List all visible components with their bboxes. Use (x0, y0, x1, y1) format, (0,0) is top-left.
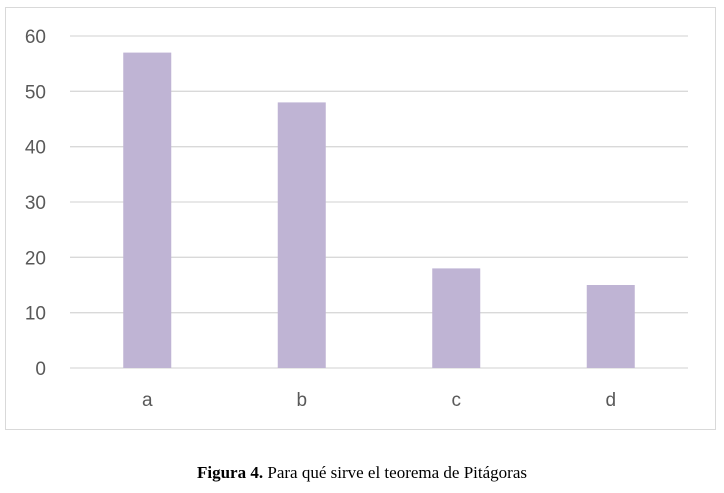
figure-caption: Figura 4. Para qué sirve el teorema de P… (0, 463, 724, 483)
bar-d (586, 285, 635, 368)
bar-c (432, 268, 481, 368)
y-tick-label: 60 (25, 27, 46, 48)
x-axis-ticks: a b c d (142, 390, 616, 411)
y-tick-label: 10 (25, 304, 46, 325)
bars (123, 52, 635, 369)
y-tick-label: 30 (25, 193, 46, 214)
y-tick-label: 0 (35, 359, 46, 380)
y-tick-label: 20 (25, 248, 46, 269)
bar-chart: 0 10 20 30 40 50 60 a b c d (25, 27, 688, 411)
caption-text: Para qué sirve el teorema de Pitágoras (263, 463, 527, 482)
caption-prefix: Figura 4. (197, 463, 264, 482)
y-axis-ticks: 0 10 20 30 40 50 60 (25, 27, 46, 380)
bar-a (123, 52, 172, 368)
gridlines (70, 35, 688, 369)
x-tick-label-d: d (605, 390, 616, 411)
x-tick-label-b: b (296, 390, 307, 411)
x-tick-label-a: a (142, 390, 153, 411)
bar-b (277, 102, 326, 369)
x-tick-label-c: c (452, 390, 462, 411)
y-tick-label: 50 (25, 82, 46, 103)
y-tick-label: 40 (25, 138, 46, 159)
